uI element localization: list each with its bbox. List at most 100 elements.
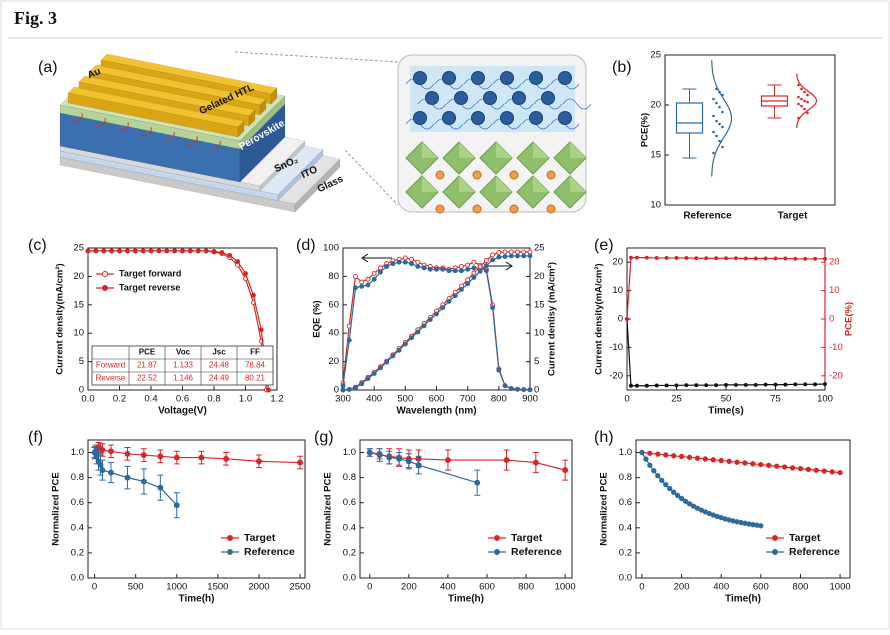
molecule bbox=[471, 111, 485, 125]
panel-label: (c) bbox=[28, 237, 47, 254]
marker bbox=[434, 266, 439, 272]
box bbox=[675, 102, 704, 134]
octahedron bbox=[459, 176, 475, 192]
x-tick-label: 400 bbox=[440, 582, 456, 593]
marker bbox=[384, 264, 390, 269]
marker bbox=[527, 249, 533, 255]
marker bbox=[452, 293, 458, 299]
molecule bbox=[413, 71, 427, 85]
x-tick-label: 2500 bbox=[289, 582, 310, 593]
data-point bbox=[721, 145, 724, 149]
data-point bbox=[712, 97, 715, 101]
marker bbox=[195, 248, 201, 254]
marker bbox=[157, 484, 164, 491]
y2-axis-title: PCE(%) bbox=[844, 302, 855, 336]
y-tick-label: 10 bbox=[73, 328, 84, 339]
marker bbox=[371, 371, 377, 376]
series-line bbox=[626, 257, 825, 320]
marker bbox=[654, 383, 659, 388]
marker bbox=[797, 465, 804, 472]
y-tick-label: 100 bbox=[323, 243, 339, 254]
y-tick-label: 0.8 bbox=[343, 472, 356, 483]
marker bbox=[108, 448, 114, 455]
au-electrode bbox=[259, 98, 267, 116]
data-point bbox=[797, 83, 800, 87]
marker bbox=[674, 492, 681, 499]
marker bbox=[384, 359, 390, 365]
table-cell: 80.21 bbox=[245, 374, 266, 383]
marker bbox=[773, 256, 778, 261]
marker bbox=[837, 469, 843, 476]
marker bbox=[750, 461, 756, 467]
legend-label: Reference bbox=[511, 546, 562, 558]
octahedron bbox=[459, 142, 475, 158]
molecule bbox=[500, 111, 514, 125]
marker bbox=[140, 452, 147, 459]
marker bbox=[477, 264, 483, 270]
marker bbox=[211, 248, 217, 254]
molecule bbox=[529, 71, 543, 85]
marker bbox=[377, 269, 383, 275]
marker bbox=[724, 256, 728, 261]
marker bbox=[390, 353, 396, 359]
cation bbox=[509, 204, 519, 214]
au-electrode bbox=[270, 87, 278, 105]
x-tick-label: 0 bbox=[367, 582, 372, 593]
cation bbox=[435, 204, 445, 214]
octahedron bbox=[496, 142, 512, 158]
data-point bbox=[712, 151, 715, 155]
octahedron bbox=[422, 142, 438, 158]
y2-tick-label: 5 bbox=[534, 356, 539, 367]
y-tick-label: -10 bbox=[609, 342, 623, 353]
marker bbox=[694, 256, 699, 261]
marker bbox=[664, 383, 669, 388]
marker bbox=[766, 462, 772, 468]
cation bbox=[435, 170, 445, 180]
marker bbox=[733, 382, 738, 387]
marker bbox=[483, 258, 489, 263]
cation bbox=[472, 204, 482, 214]
marker bbox=[743, 382, 748, 387]
data-point bbox=[803, 99, 806, 103]
marker bbox=[402, 341, 408, 347]
data-point bbox=[721, 110, 724, 114]
y-axis-title: Current density(mA/cm²) bbox=[594, 263, 605, 374]
marker bbox=[758, 523, 764, 529]
marker bbox=[157, 453, 164, 460]
marker bbox=[99, 467, 106, 474]
fiber bbox=[71, 113, 83, 123]
molecule bbox=[442, 71, 456, 85]
table-header: PCE bbox=[139, 348, 156, 357]
zoom-line bbox=[234, 51, 399, 63]
marker bbox=[187, 248, 193, 254]
marker bbox=[508, 386, 514, 392]
marker bbox=[663, 452, 669, 458]
y-tick-label: 0.4 bbox=[619, 522, 632, 533]
y-tick-label: 20 bbox=[73, 271, 84, 282]
table-cell: 1.133 bbox=[173, 361, 194, 370]
marker bbox=[444, 457, 451, 464]
y-tick-label: 20 bbox=[650, 100, 661, 111]
marker bbox=[805, 466, 812, 473]
x-tick-label: 400 bbox=[366, 394, 382, 405]
y2-tick-label: -10 bbox=[829, 342, 843, 353]
marker bbox=[753, 256, 758, 261]
marker bbox=[496, 254, 502, 260]
marker bbox=[655, 473, 661, 479]
marker bbox=[409, 256, 415, 262]
marker bbox=[562, 467, 569, 474]
y-tick-label: 0.8 bbox=[619, 472, 632, 483]
data-point bbox=[797, 95, 800, 99]
marker bbox=[465, 266, 471, 272]
marker bbox=[724, 382, 728, 387]
x-tick-label: 100 bbox=[817, 394, 833, 405]
marker bbox=[250, 292, 256, 298]
marker bbox=[409, 335, 415, 341]
fiber bbox=[94, 117, 106, 128]
marker bbox=[793, 256, 798, 261]
marker bbox=[655, 451, 661, 457]
x-tick-label: 800 bbox=[491, 394, 507, 405]
x-tick-label: 0.6 bbox=[176, 394, 189, 405]
marker bbox=[156, 248, 162, 254]
marker bbox=[256, 458, 262, 465]
